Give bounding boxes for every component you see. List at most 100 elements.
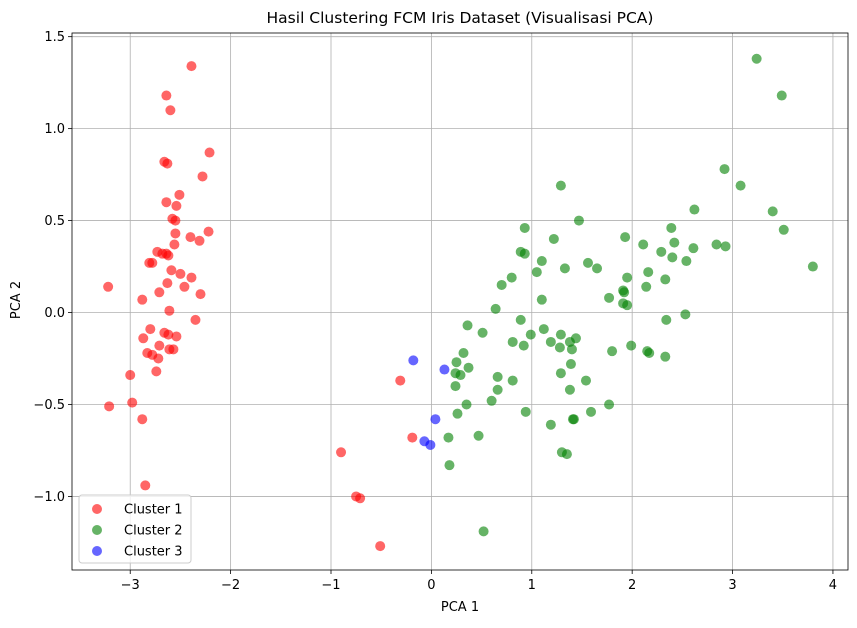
point-cluster-1 [203, 226, 214, 237]
legend: Cluster 1 Cluster 2 Cluster 3 [78, 494, 192, 564]
point-cluster-1 [162, 278, 173, 289]
y-tick-label: −0.5 [33, 398, 65, 413]
point-cluster-2 [545, 419, 556, 430]
x-tick-label: 3 [728, 578, 736, 593]
x-tick-label: −2 [221, 578, 240, 593]
point-cluster-1 [375, 541, 386, 552]
point-cluster-2 [555, 180, 566, 191]
point-cluster-2 [580, 375, 591, 386]
y-tick-label: 1.5 [44, 30, 65, 45]
point-cluster-1 [165, 105, 176, 116]
y-tick-label: 1.0 [44, 122, 65, 137]
point-cluster-2 [586, 406, 597, 417]
point-cluster-1 [195, 289, 206, 300]
point-cluster-2 [626, 340, 637, 351]
point-cluster-2 [681, 256, 692, 267]
x-tick-label: 4 [829, 578, 837, 593]
point-cluster-2 [538, 324, 549, 335]
point-cluster-2 [619, 287, 630, 298]
point-cluster-1 [169, 239, 180, 250]
point-cluster-2 [555, 368, 566, 379]
point-cluster-1 [103, 281, 114, 292]
point-cluster-2 [607, 346, 618, 357]
point-cluster-2 [661, 314, 672, 325]
point-cluster-2 [565, 359, 576, 370]
point-cluster-1 [127, 397, 138, 408]
legend-marker [92, 504, 102, 514]
point-cluster-1 [355, 493, 366, 504]
point-cluster-2 [462, 320, 473, 331]
point-cluster-2 [568, 414, 579, 425]
point-cluster-1 [154, 287, 165, 298]
grid [72, 33, 848, 570]
point-cluster-2 [667, 252, 678, 263]
point-cluster-2 [641, 281, 652, 292]
point-cluster-1 [104, 401, 115, 412]
point-cluster-2 [776, 90, 787, 101]
point-cluster-2 [561, 449, 572, 460]
point-cluster-1 [145, 324, 156, 335]
y-axis-label: PCA 2 [9, 281, 24, 319]
x-axis-label: PCA 1 [441, 600, 479, 615]
point-cluster-2 [478, 526, 489, 537]
point-cluster-2 [751, 53, 762, 64]
point-cluster-2 [666, 222, 677, 233]
legend-label: Cluster 1 [124, 503, 183, 518]
point-cluster-2 [680, 309, 691, 320]
point-cluster-2 [807, 261, 818, 272]
point-cluster-1 [194, 235, 205, 246]
point-cluster-2 [444, 460, 455, 471]
point-cluster-2 [604, 292, 615, 303]
point-cluster-3 [408, 355, 419, 366]
point-cluster-2 [525, 329, 536, 340]
point-cluster-1 [161, 90, 172, 101]
point-cluster-2 [450, 381, 461, 392]
point-cluster-1 [153, 353, 164, 364]
point-cluster-2 [622, 272, 633, 283]
point-cluster-2 [767, 206, 778, 217]
point-cluster-2 [660, 351, 671, 362]
point-cluster-2 [477, 327, 488, 338]
point-cluster-2 [531, 267, 542, 278]
point-cluster-2 [660, 274, 671, 285]
point-cluster-2 [573, 215, 584, 226]
point-cluster-2 [519, 248, 530, 259]
point-cluster-2 [463, 362, 474, 373]
point-cluster-2 [592, 263, 603, 274]
point-cluster-1 [190, 314, 201, 325]
point-cluster-2 [566, 344, 577, 355]
point-cluster-2 [451, 357, 462, 368]
point-cluster-2 [461, 399, 472, 410]
point-cluster-3 [439, 364, 450, 375]
point-cluster-1 [166, 265, 177, 276]
point-cluster-1 [407, 432, 418, 443]
data-points [103, 53, 818, 552]
y-tick-label: 0.5 [44, 214, 65, 229]
point-cluster-1 [170, 215, 181, 226]
point-cluster-1 [204, 147, 215, 158]
point-cluster-2 [644, 347, 655, 358]
point-cluster-2 [492, 384, 503, 395]
point-cluster-2 [536, 294, 547, 305]
point-cluster-1 [395, 375, 406, 386]
chart-title: Hasil Clustering FCM Iris Dataset (Visua… [267, 9, 654, 27]
point-cluster-1 [151, 366, 162, 377]
point-cluster-1 [175, 268, 186, 279]
point-cluster-2 [618, 298, 629, 309]
point-cluster-2 [620, 232, 631, 243]
point-cluster-1 [185, 232, 196, 243]
point-cluster-2 [452, 408, 463, 419]
legend-box [78, 494, 192, 564]
point-cluster-1 [161, 197, 172, 208]
point-cluster-1 [186, 61, 197, 72]
point-cluster-1 [162, 158, 173, 169]
point-cluster-2 [443, 432, 454, 443]
point-cluster-2 [515, 314, 526, 325]
point-cluster-1 [137, 414, 148, 425]
x-tick-label: 0 [427, 578, 435, 593]
point-cluster-1 [163, 329, 174, 340]
point-cluster-2 [555, 329, 566, 340]
point-cluster-2 [582, 257, 593, 268]
point-cluster-1 [138, 333, 149, 344]
